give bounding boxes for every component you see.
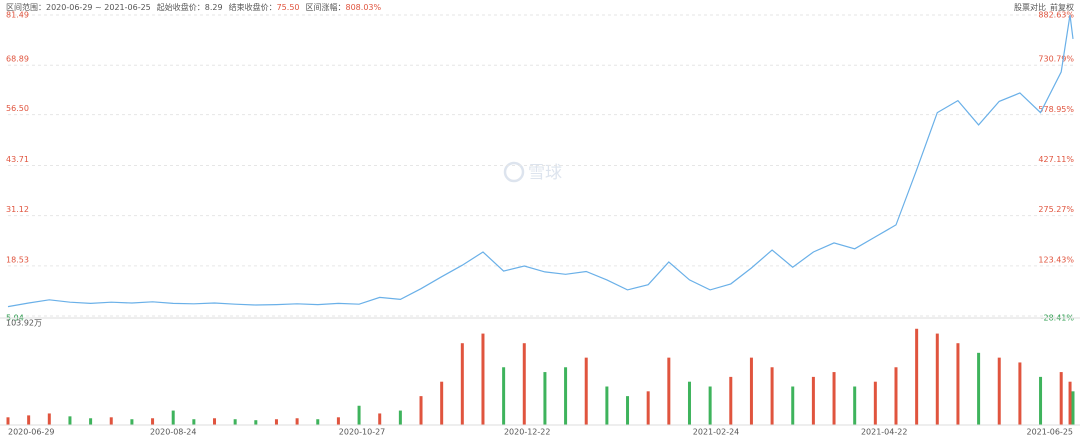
volume-bar — [47, 413, 51, 425]
y2-tick-label: 578.95% — [1038, 105, 1074, 114]
volume-bar — [1071, 391, 1075, 425]
watermark-text: 雪球 — [528, 163, 562, 183]
x-tick-label: 2021-04-22 — [861, 428, 908, 437]
y-tick-label: 31.12 — [6, 205, 29, 214]
volume-bar — [543, 372, 547, 425]
y-tick-label: 68.89 — [6, 55, 29, 64]
x-tick-label: 2021-02-24 — [693, 428, 740, 437]
header-link[interactable]: 前复权 — [1050, 2, 1074, 12]
volume-bar — [27, 415, 31, 425]
volume-bar — [997, 357, 1001, 425]
volume-bar — [398, 410, 402, 425]
volume-bar — [357, 405, 361, 425]
x-tick-label: 2020-06-29 — [8, 428, 55, 437]
volume-bar — [605, 386, 609, 425]
watermark: 雪球 — [503, 161, 562, 183]
volume-bar — [811, 376, 815, 425]
volume-bar — [109, 417, 113, 425]
volume-bar — [708, 386, 712, 425]
volume-bar — [626, 396, 630, 425]
volume-bar — [770, 367, 774, 425]
volume-bar — [667, 357, 671, 425]
volume-bar — [564, 367, 568, 425]
volume-bar — [274, 419, 278, 425]
volume-bar — [151, 418, 155, 425]
y-tick-label: 56.50 — [6, 104, 29, 113]
volume-bar — [584, 357, 588, 425]
price-line — [7, 14, 1074, 308]
header-value: 808.03% — [346, 3, 382, 12]
volume-bar — [832, 372, 836, 425]
header-label: 结束收盘价： — [229, 2, 277, 12]
volume-bar — [977, 352, 981, 425]
volume-bar — [171, 410, 175, 425]
volume-bar — [646, 391, 650, 425]
volume-bar — [935, 333, 939, 425]
header-value: 8.29 — [205, 3, 223, 12]
volume-bar — [502, 367, 506, 425]
x-tick-label: 2021-06-25 — [1027, 428, 1074, 437]
volume-bar — [295, 418, 299, 425]
volume-bar — [729, 376, 733, 425]
volume-bar — [915, 328, 919, 425]
y2-tick-label: 427.11% — [1038, 155, 1074, 164]
volume-bar — [68, 416, 72, 425]
header-link[interactable]: 股票对比 — [1014, 2, 1046, 12]
header-label: 区间涨幅： — [306, 2, 346, 12]
y2-tick-label: 275.27% — [1038, 205, 1074, 214]
volume-bar — [687, 381, 691, 425]
volume-bar — [213, 418, 217, 425]
header-value: 75.50 — [277, 3, 300, 12]
volume-bar — [853, 386, 857, 425]
volume-bar — [1018, 362, 1022, 425]
volume-bar — [1068, 381, 1072, 425]
volume-bar — [791, 386, 795, 425]
volume-bar — [130, 419, 134, 425]
volume-bar — [873, 381, 877, 425]
header: 区间范围：2020-06-29 ~ 2021-06-25 起始收盘价：8.29 结束… — [6, 2, 381, 12]
volume-bar — [481, 333, 485, 425]
volume-bar — [749, 357, 753, 425]
volume-bar — [522, 343, 526, 425]
volume-bar — [378, 413, 382, 425]
volume-bar — [894, 367, 898, 425]
y-tick-label: 43.71 — [6, 155, 29, 164]
volume-bar — [233, 419, 237, 425]
y2-tick-label: 882.63% — [1038, 11, 1074, 20]
volume-bar — [440, 381, 444, 425]
volume-bar — [89, 418, 93, 425]
x-tick-label: 2020-08-24 — [150, 428, 197, 437]
volume-bar — [1039, 376, 1043, 425]
header-value: 2020-06-29 ~ 2021-06-25 — [46, 3, 151, 12]
header-label: 起始收盘价： — [157, 2, 205, 12]
y-tick-label: 81.49 — [6, 11, 29, 20]
volume-bar — [460, 343, 464, 425]
volume-bar — [956, 343, 960, 425]
x-tick-label: 2020-12-22 — [504, 428, 551, 437]
volume-bar — [316, 419, 320, 425]
volume-bar — [419, 396, 423, 425]
volume-bar — [1059, 372, 1063, 425]
volume-bar — [336, 417, 340, 425]
volume-bar — [192, 419, 196, 425]
header-label: 区间范围： — [6, 2, 46, 12]
y2-tick-label: 123.43% — [1038, 255, 1074, 264]
y2-tick-label: 730.79% — [1038, 55, 1074, 64]
volume-bar — [6, 417, 10, 425]
volume-bar — [254, 420, 258, 425]
x-tick-label: 2020-10-27 — [339, 428, 386, 437]
volume-max-label: 103.92万 — [6, 319, 42, 328]
y-tick-label: 18.53 — [6, 255, 29, 264]
header-links: 股票对比 前复权 — [1014, 2, 1074, 12]
